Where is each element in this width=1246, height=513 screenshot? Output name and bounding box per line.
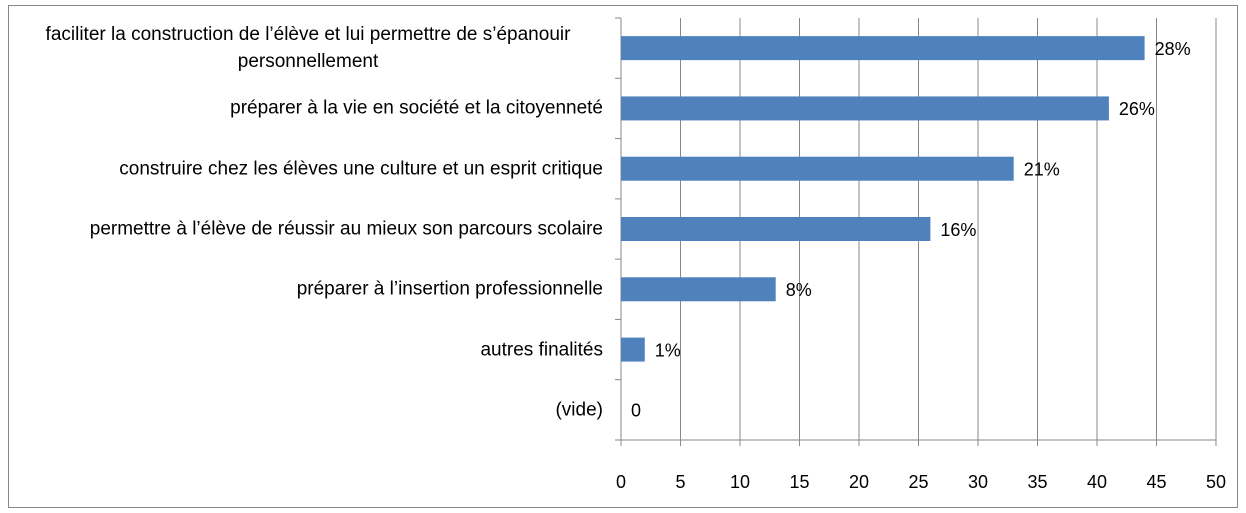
chart-border xyxy=(8,5,1238,508)
y-tick-label: permettre à l’élève de réussir au mieux … xyxy=(89,218,603,240)
value-label: 0 xyxy=(631,401,641,421)
y-tick-label: autres finalités xyxy=(480,339,603,361)
bar xyxy=(621,337,645,362)
value-label: 8% xyxy=(786,280,812,300)
y-tick-label-box: permettre à l’élève de réussir au mieux … xyxy=(13,216,603,243)
y-tick-label-box: préparer à l’insertion professionnelle xyxy=(13,276,603,303)
value-label: 21% xyxy=(1024,159,1060,179)
value-label: 16% xyxy=(940,220,976,240)
value-label: 1% xyxy=(655,340,681,360)
y-tick-label-box: faciliter la construction de l’élève et … xyxy=(13,21,603,75)
y-tick-label: construire chez les élèves une culture e… xyxy=(119,158,603,180)
value-label: 26% xyxy=(1119,99,1155,119)
x-tick-label: 45 xyxy=(1146,472,1166,492)
y-tick-label: faciliter la construction de l’élève et … xyxy=(45,24,571,73)
x-tick-label: 25 xyxy=(908,472,928,492)
bar xyxy=(621,156,1014,181)
bar xyxy=(621,36,1145,61)
x-tick-label: 40 xyxy=(1087,472,1107,492)
x-tick-label: 0 xyxy=(616,472,626,492)
x-tick-label: 50 xyxy=(1206,472,1226,492)
y-tick-label-box: préparer à la vie en société et la citoy… xyxy=(13,95,603,122)
bar xyxy=(621,96,1109,121)
x-tick-label: 20 xyxy=(849,472,869,492)
x-tick-label: 35 xyxy=(1027,472,1047,492)
y-tick-label-box: (vide) xyxy=(13,396,603,423)
value-label: 28% xyxy=(1155,39,1191,59)
x-tick-label: 5 xyxy=(675,472,685,492)
x-tick-label: 10 xyxy=(730,472,750,492)
x-tick-label: 15 xyxy=(789,472,809,492)
bar xyxy=(621,217,931,241)
bar xyxy=(621,277,776,302)
y-tick-label: préparer à la vie en société et la citoy… xyxy=(230,97,603,119)
y-tick-label: (vide) xyxy=(555,399,603,421)
y-tick-label: préparer à l’insertion professionnelle xyxy=(296,278,603,300)
y-tick-label-box: autres finalités xyxy=(13,336,603,363)
x-tick-label: 30 xyxy=(968,472,988,492)
y-tick-label-box: construire chez les élèves une culture e… xyxy=(13,155,603,182)
